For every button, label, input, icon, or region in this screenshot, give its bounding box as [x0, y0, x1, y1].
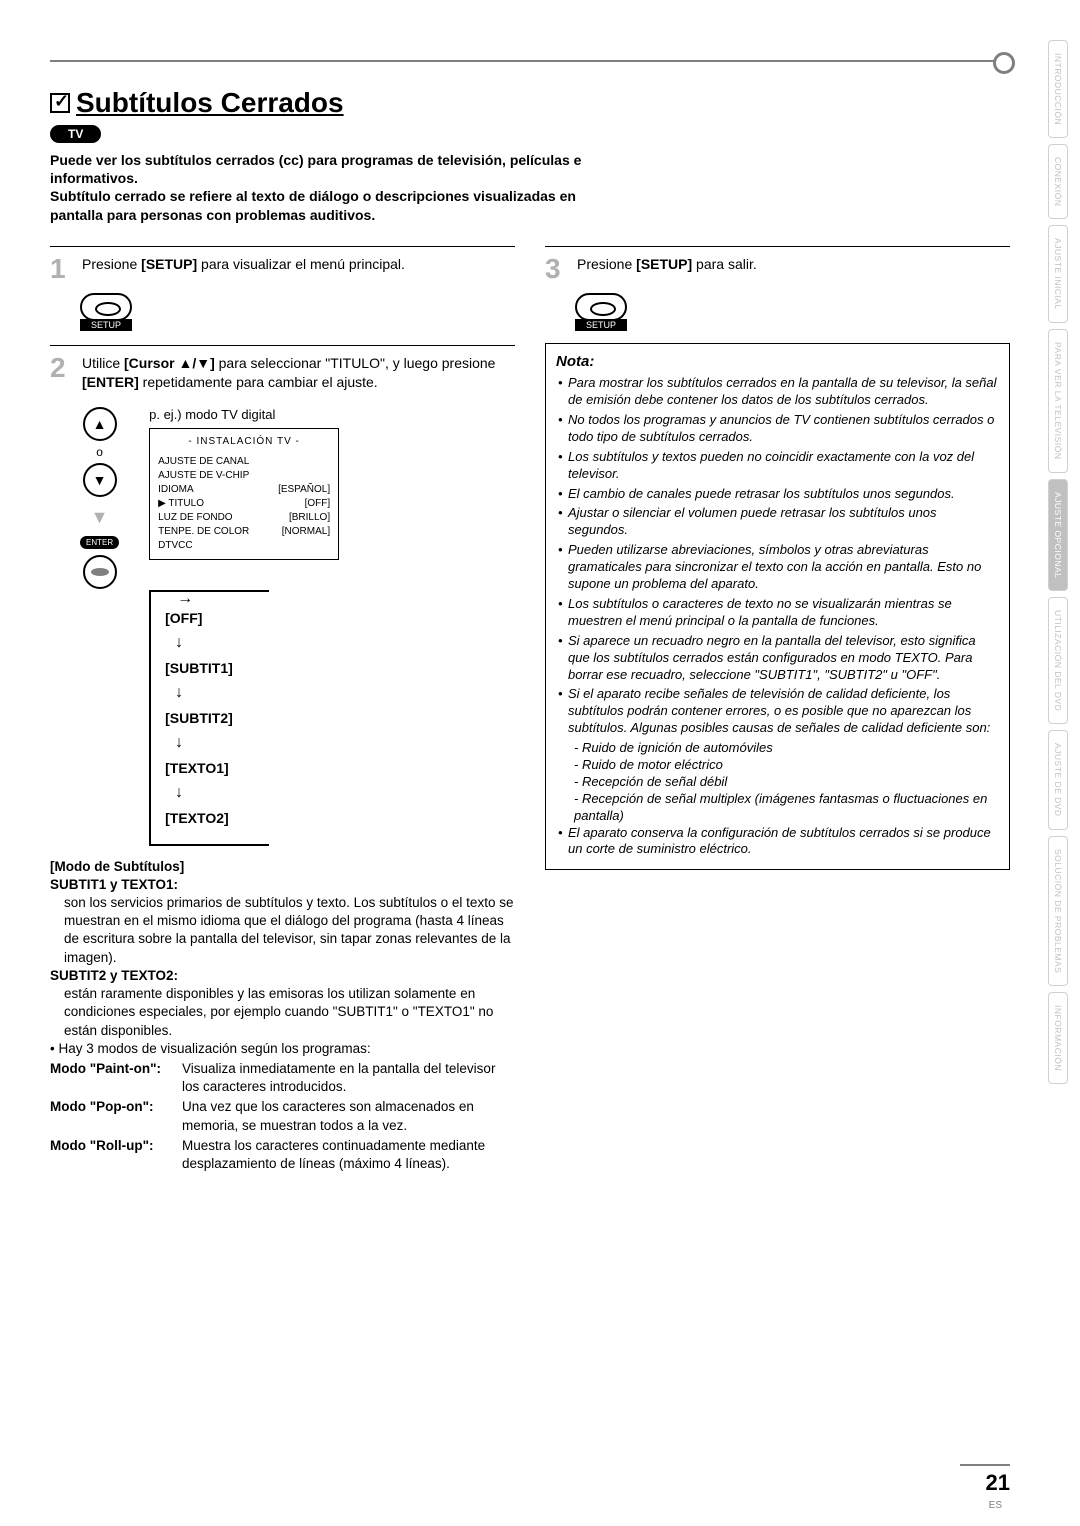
setup-button-graphic: SETUP — [575, 293, 627, 331]
mode-label: Modo "Paint-on": — [50, 1060, 178, 1096]
checkbox-icon — [50, 93, 70, 113]
nota-list: Para mostrar los subtítulos cerrados en … — [556, 375, 999, 737]
nota-item: Si aparece un recuadro negro en la panta… — [556, 633, 999, 684]
left-column: 1 Presione [SETUP] para visualizar el me… — [50, 234, 515, 1174]
mode-paint: Modo "Paint-on": Visualiza inmediatament… — [50, 1060, 515, 1096]
setup-oval-icon — [575, 293, 627, 321]
menu-row: LUZ DE FONDO[BRILLO] — [158, 511, 330, 525]
nota-sub: - Recepción de señal multiplex (imágenes… — [556, 791, 999, 825]
menu-title: - INSTALACIÓN TV - — [158, 435, 330, 449]
setup-oval-icon — [80, 293, 132, 321]
nota-item: No todos los programas y anuncios de TV … — [556, 412, 999, 446]
page-number: 21 — [960, 1464, 1010, 1496]
nota-item: Los subtítulos y textos pueden no coinci… — [556, 449, 999, 483]
side-tabs: INTRODUCCIÓN CONEXIÓN AJUSTE INICIAL PAR… — [1048, 40, 1068, 1084]
nota-list-last: El aparato conserva la configuración de … — [556, 825, 999, 859]
mode-desc: Visualiza inmediatamente en la pantalla … — [182, 1060, 515, 1096]
modes-bullet: • Hay 3 modos de visualización según los… — [50, 1040, 515, 1058]
subtit2-title: SUBTIT2 y TEXTO2: — [50, 968, 178, 983]
menu-row: TENPE. DE COLOR[NORMAL] — [158, 525, 330, 539]
menu-example: p. ej.) modo TV digital - INSTALACIÓN TV… — [149, 407, 339, 846]
flow-arrow-icon: ↓ — [175, 784, 269, 802]
menu-row: ▶ TITULO[OFF] — [158, 497, 330, 511]
nota-item: El cambio de canales puede retrasar los … — [556, 486, 999, 503]
menu-row: AJUSTE DE V-CHIP — [158, 469, 330, 483]
modes-heading: [Modo de Subtítulos] — [50, 859, 184, 874]
mode-label: Modo "Roll-up": — [50, 1137, 178, 1173]
nota-item: Los subtítulos o caracteres de texto no … — [556, 596, 999, 630]
or-label: o — [96, 445, 103, 459]
mode-label: Modo "Pop-on": — [50, 1098, 178, 1134]
menu-row: DTVCC — [158, 539, 330, 553]
step-number: 3 — [545, 255, 567, 283]
mode-desc: Una vez que los caracteres son almacenad… — [182, 1098, 515, 1134]
right-column: 3 Presione [SETUP] para salir. SETUP Not… — [545, 234, 1010, 1174]
nota-item: El aparato conserva la configuración de … — [556, 825, 999, 859]
flow-item: [SUBTIT2] — [165, 710, 269, 726]
step-text: Utilice [Cursor ▲/▼] para seleccionar "T… — [82, 354, 515, 392]
tab-ajuste-inicial[interactable]: AJUSTE INICIAL — [1048, 225, 1068, 323]
title-section: Subtítulos Cerrados TV Puede ver los sub… — [50, 87, 1010, 224]
step-1: 1 Presione [SETUP] para visualizar el me… — [50, 255, 515, 283]
page-header — [50, 60, 1010, 62]
flow-item: [SUBTIT1] — [165, 660, 269, 676]
flow-arrow-icon: ↓ — [175, 684, 269, 702]
menu-row: AJUSTE DE CANAL — [158, 455, 330, 469]
tv-menu-box: - INSTALACIÓN TV - AJUSTE DE CANAL AJUST… — [149, 428, 339, 560]
main-title: Subtítulos Cerrados — [50, 87, 344, 119]
step-text: Presione [SETUP] para visualizar el menú… — [82, 255, 515, 274]
cursor-down-icon: ▼ — [83, 463, 117, 497]
nota-sub: - Recepción de señal débil — [556, 774, 999, 791]
intro-text: Puede ver los subtítulos cerrados (cc) p… — [50, 151, 590, 224]
title-text: Subtítulos Cerrados — [76, 87, 344, 119]
step-text: Presione [SETUP] para salir. — [577, 255, 1010, 274]
flow-arrow-icon: ↓ — [175, 734, 269, 752]
nota-box: Nota: Para mostrar los subtítulos cerrad… — [545, 343, 1010, 871]
flow-arrow-icon: ↓ — [175, 634, 269, 652]
tab-para-ver-tv[interactable]: PARA VER LA TELEVISIÓN — [1048, 329, 1068, 472]
mode-roll: Modo "Roll-up": Muestra los caracteres c… — [50, 1137, 515, 1173]
content-columns: 1 Presione [SETUP] para visualizar el me… — [50, 234, 1010, 1174]
flow-item: [TEXTO2] — [165, 810, 269, 826]
example-label: p. ej.) modo TV digital — [149, 407, 339, 422]
step-3: 3 Presione [SETUP] para salir. — [545, 255, 1010, 283]
flow-diagram: → [OFF] ↓ [SUBTIT1] ↓ [SUBTIT2] ↓ [TEXTO… — [149, 590, 269, 846]
arrow-down-icon: ▼ — [91, 507, 109, 528]
enter-badge: ENTER — [80, 536, 119, 549]
remote-and-menu: ▲ o ▼ ▼ ENTER p. ej.) modo TV digital - … — [80, 407, 515, 846]
step-2: 2 Utilice [Cursor ▲/▼] para seleccionar … — [50, 354, 515, 392]
tab-conexion[interactable]: CONEXIÓN — [1048, 144, 1068, 219]
setup-button-graphic: SETUP — [80, 293, 132, 331]
flow-arrow-icon: → — [177, 590, 193, 608]
tab-ajuste-opcional[interactable]: AJUSTE OPCIONAL — [1048, 479, 1068, 591]
menu-row: IDIOMA[ESPAÑOL] — [158, 483, 330, 497]
tab-introduccion[interactable]: INTRODUCCIÓN — [1048, 40, 1068, 138]
remote-buttons: ▲ o ▼ ▼ ENTER — [80, 407, 119, 589]
tab-informacion[interactable]: INFORMACIÓN — [1048, 992, 1068, 1084]
mode-pop: Modo "Pop-on": Una vez que los caractere… — [50, 1098, 515, 1134]
tab-utilizacion-dvd[interactable]: UTILIZACIÓN DEL DVD — [1048, 597, 1068, 724]
nota-title: Nota: — [556, 352, 999, 372]
nota-item: Ajustar o silenciar el volumen puede ret… — [556, 505, 999, 539]
subtit2-text: están raramente disponibles y las emisor… — [64, 985, 515, 1040]
nota-item: Para mostrar los subtítulos cerrados en … — [556, 375, 999, 409]
enter-button-icon — [83, 555, 117, 589]
nota-item: Pueden utilizarse abreviaciones, símbolo… — [556, 542, 999, 593]
tab-ajuste-dvd[interactable]: AJUSTE DE DVD — [1048, 730, 1068, 830]
step-number: 2 — [50, 354, 72, 382]
flow-item: [TEXTO1] — [165, 760, 269, 776]
subtit1-text: son los servicios primarios de subtítulo… — [64, 894, 515, 967]
page-lang: ES — [989, 1500, 1002, 1511]
flow-item: [OFF] — [165, 610, 269, 626]
modes-section: [Modo de Subtítulos] SUBTIT1 y TEXTO1: s… — [50, 858, 515, 1174]
step-number: 1 — [50, 255, 72, 283]
nota-item: Si el aparato recibe señales de televisi… — [556, 686, 999, 737]
nota-sub: - Ruido de ignición de automóviles — [556, 740, 999, 757]
nota-sub: - Ruido de motor eléctrico — [556, 757, 999, 774]
subtit1-title: SUBTIT1 y TEXTO1: — [50, 877, 178, 892]
mode-desc: Muestra los caracteres continuadamente m… — [182, 1137, 515, 1173]
tv-badge: TV — [50, 125, 101, 143]
tab-solucion-problemas[interactable]: SOLUCIÓN DE PROBLEMAS — [1048, 836, 1068, 986]
cursor-up-icon: ▲ — [83, 407, 117, 441]
